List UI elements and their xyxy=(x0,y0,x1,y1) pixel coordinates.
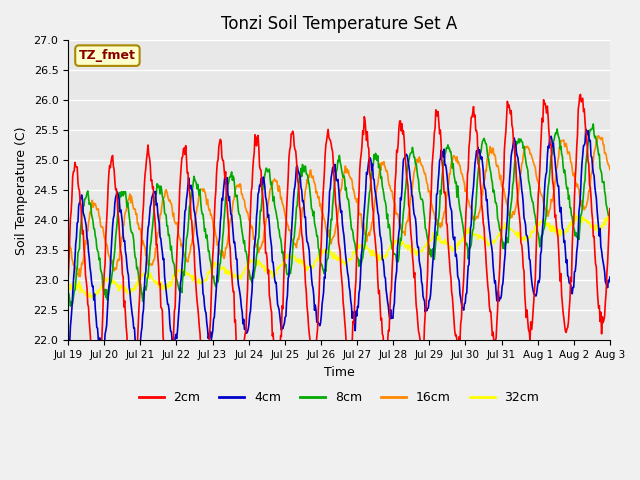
8cm xyxy=(606,218,614,224)
16cm xyxy=(422,170,429,176)
8cm xyxy=(131,248,138,254)
8cm xyxy=(186,204,193,209)
2cm xyxy=(422,310,429,316)
32cm xyxy=(88,295,96,301)
32cm xyxy=(74,284,82,289)
Y-axis label: Soil Temperature (C): Soil Temperature (C) xyxy=(15,126,28,254)
X-axis label: Time: Time xyxy=(324,366,355,379)
2cm xyxy=(577,92,584,97)
32cm xyxy=(422,244,429,250)
Line: 2cm: 2cm xyxy=(68,95,610,401)
4cm xyxy=(74,219,82,225)
2cm xyxy=(131,381,138,387)
Title: Tonzi Soil Temperature Set A: Tonzi Soil Temperature Set A xyxy=(221,15,457,33)
8cm xyxy=(75,248,83,253)
32cm xyxy=(131,288,138,293)
2cm xyxy=(92,398,100,404)
8cm xyxy=(422,226,429,231)
4cm xyxy=(131,325,138,331)
8cm xyxy=(589,121,597,127)
16cm xyxy=(406,206,413,212)
4cm xyxy=(406,168,413,173)
16cm xyxy=(595,133,602,139)
4cm xyxy=(582,126,589,132)
32cm xyxy=(572,211,579,216)
8cm xyxy=(406,154,413,159)
16cm xyxy=(186,251,193,257)
2cm xyxy=(214,157,222,163)
4cm xyxy=(98,354,106,360)
Text: TZ_fmet: TZ_fmet xyxy=(79,49,136,62)
16cm xyxy=(74,271,82,276)
4cm xyxy=(606,274,614,280)
16cm xyxy=(76,274,84,279)
32cm xyxy=(606,213,614,218)
16cm xyxy=(64,241,72,247)
2cm xyxy=(64,275,72,281)
4cm xyxy=(64,348,72,354)
32cm xyxy=(406,245,413,251)
8cm xyxy=(214,279,222,285)
Line: 16cm: 16cm xyxy=(68,136,610,276)
2cm xyxy=(606,206,614,212)
2cm xyxy=(186,188,193,193)
Line: 8cm: 8cm xyxy=(68,124,610,306)
32cm xyxy=(214,263,222,269)
Line: 4cm: 4cm xyxy=(68,129,610,357)
Line: 32cm: 32cm xyxy=(68,214,610,298)
Legend: 2cm, 4cm, 8cm, 16cm, 32cm: 2cm, 4cm, 8cm, 16cm, 32cm xyxy=(134,386,545,409)
16cm xyxy=(214,240,222,246)
2cm xyxy=(406,205,413,211)
4cm xyxy=(422,309,429,315)
8cm xyxy=(64,289,72,295)
16cm xyxy=(131,206,138,212)
4cm xyxy=(214,256,222,262)
2cm xyxy=(74,180,82,185)
8cm xyxy=(67,303,74,309)
16cm xyxy=(606,167,614,173)
4cm xyxy=(186,185,193,191)
32cm xyxy=(186,272,193,277)
32cm xyxy=(64,288,72,294)
